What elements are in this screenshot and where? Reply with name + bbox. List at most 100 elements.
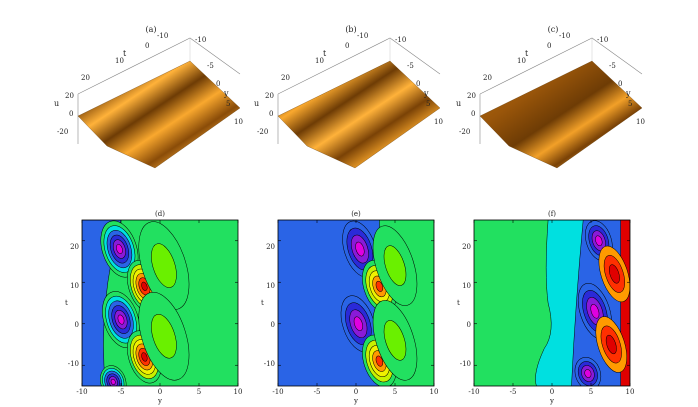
y-tick: 0 (75, 321, 79, 329)
panel-label-c: (c) (548, 25, 559, 34)
t-tick: 10 (115, 57, 124, 65)
contour-level (375, 280, 384, 292)
x-tick: 0 (354, 388, 358, 396)
y-tick: 20 (266, 243, 275, 251)
contour-level (353, 316, 363, 332)
x-tick: -10 (272, 388, 283, 396)
y-axis-label: y (223, 89, 229, 98)
y-axis-label: t (261, 299, 264, 307)
u-tick: -20 (459, 128, 470, 136)
contour-level (375, 355, 384, 367)
x-tick: 10 (626, 388, 635, 396)
x-tick: 5 (589, 388, 593, 396)
u-tick: 20 (65, 92, 74, 100)
x-axis-label: y (157, 397, 162, 405)
surface-plot-b: (b) 20 10 0 -10 t -10 -5 0 5 10 y 20 0 -… (254, 25, 443, 169)
x-tick: 5 (393, 388, 397, 396)
contour-plot-f: (f) -10 -5 0 5 10 y -10 0 10 20 t (457, 210, 635, 405)
contour-level (383, 320, 407, 361)
y-tick: 5 (226, 100, 230, 108)
x-tick: 0 (550, 388, 554, 396)
y-tick: -10 (597, 36, 608, 44)
surface-plot-a: (a) 20 10 0 -10 t -10 -5 0 5 10 y 20 0 -… (54, 25, 243, 169)
t-tick: 20 (281, 74, 290, 82)
x-tick: 10 (234, 388, 243, 396)
y-axis-label: y (625, 89, 631, 98)
x-tick: -5 (118, 388, 125, 396)
x-axis-label: y (353, 397, 358, 405)
surface-a (77, 60, 241, 169)
y-tick: -10 (195, 36, 206, 44)
contour-level (110, 378, 116, 385)
y-tick: 5 (426, 100, 430, 108)
u-axis-label: u (456, 99, 461, 108)
t-tick: 0 (547, 42, 551, 50)
contour-level (595, 235, 603, 247)
y-tick: 10 (434, 118, 443, 126)
contour-level (355, 241, 365, 257)
u-tick: 20 (467, 92, 476, 100)
x-tick: 0 (158, 388, 162, 396)
plot-area-d (81, 219, 239, 387)
y-tick: -5 (407, 62, 414, 70)
t-tick: -10 (157, 32, 168, 40)
contour-level (141, 281, 148, 292)
contour-title: (f) (548, 210, 556, 218)
y-tick: -10 (68, 360, 79, 368)
u-tick: 0 (471, 110, 475, 118)
contour-field (474, 220, 630, 386)
x-tick: -5 (510, 388, 517, 396)
t-tick: 0 (145, 42, 149, 50)
t-axis-label: t (525, 49, 529, 58)
u-tick: 0 (69, 110, 73, 118)
contour-level (605, 334, 617, 355)
x-tick: 10 (430, 388, 439, 396)
t-tick: 20 (81, 74, 90, 82)
contour-level (590, 304, 600, 319)
t-axis-label: t (123, 49, 127, 58)
y-tick: 0 (216, 80, 220, 88)
plot-area-e (277, 219, 435, 387)
y-tick: -5 (207, 62, 214, 70)
x-tick: -10 (76, 388, 87, 396)
y-tick: 10 (234, 118, 243, 126)
y-tick: 10 (70, 282, 79, 290)
contour-plot-d: (d) -10 -5 0 5 10 y -10 0 10 20 t (65, 210, 243, 405)
y-tick: 0 (618, 80, 622, 88)
t-axis-label: t (323, 49, 327, 58)
y-tick: 0 (271, 321, 275, 329)
y-tick: -5 (609, 62, 616, 70)
contour-title: (d) (155, 210, 165, 218)
contour-level (584, 369, 592, 378)
t-tick: 10 (315, 57, 324, 65)
contour-field (278, 220, 434, 386)
t-tick: -10 (357, 32, 368, 40)
u-tick: 20 (265, 92, 274, 100)
t-tick: -10 (559, 32, 570, 40)
contour-plot-e: (e) -10 -5 0 5 10 y -10 0 10 20 t (261, 210, 439, 405)
y-tick: -10 (264, 360, 275, 368)
u-tick: 0 (269, 110, 273, 118)
plot-area-f (473, 219, 631, 387)
u-axis-label: u (254, 99, 259, 108)
y-axis-label: t (65, 299, 68, 307)
y-tick: 20 (462, 243, 471, 251)
contour-title: (e) (351, 210, 361, 218)
contour-level (117, 314, 125, 325)
t-tick: 0 (345, 42, 349, 50)
u-axis-label: u (54, 99, 59, 108)
u-tick: -20 (257, 128, 268, 136)
contour-level (151, 243, 177, 288)
contour-level (151, 313, 177, 359)
y-axis-label: y (423, 89, 429, 98)
y-tick: 20 (70, 243, 79, 251)
y-tick: 10 (636, 118, 645, 126)
contour-level (141, 352, 148, 362)
panel-label-b: (b) (345, 25, 356, 34)
x-tick: 5 (197, 388, 201, 396)
x-tick: -10 (468, 388, 479, 396)
t-tick: 20 (483, 74, 492, 82)
y-tick: 0 (467, 321, 471, 329)
panel-label-a: (a) (145, 25, 156, 34)
y-tick: 5 (628, 100, 632, 108)
